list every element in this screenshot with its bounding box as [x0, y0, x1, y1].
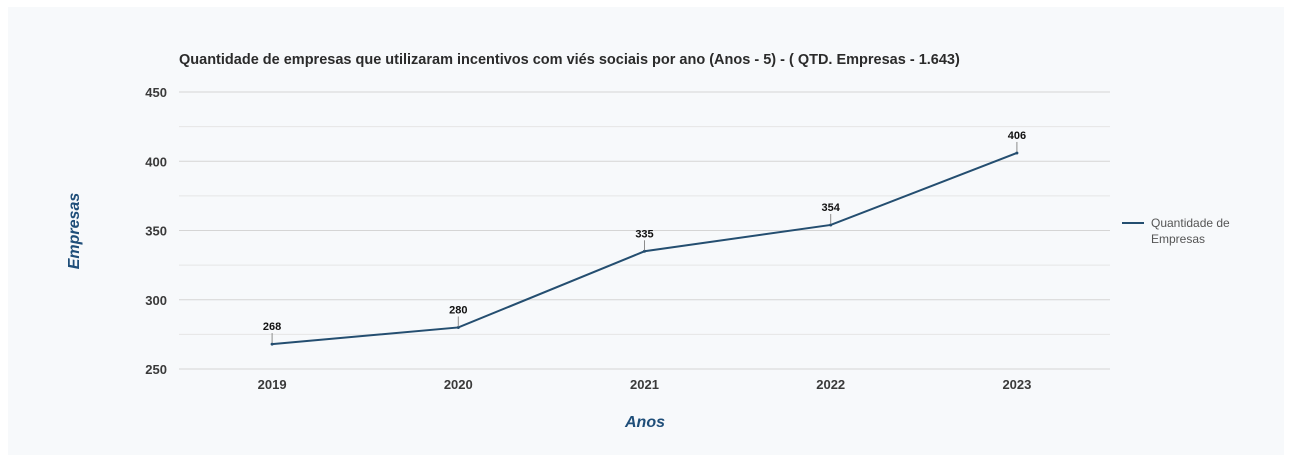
data-label: 335	[635, 228, 653, 240]
legend-swatch	[1122, 222, 1144, 224]
x-tick-label: 2022	[816, 377, 845, 392]
data-point	[829, 223, 833, 227]
data-point	[1015, 151, 1019, 155]
chart-title: Quantidade de empresas que utilizaram in…	[179, 52, 960, 68]
data-labels: 268 280 335 354 406	[263, 130, 1026, 344]
data-point	[270, 342, 274, 346]
x-axis-title: Anos	[625, 414, 665, 431]
data-point	[456, 325, 460, 329]
y-tick-label: 400	[145, 154, 167, 169]
data-label: 406	[1008, 130, 1026, 142]
legend[interactable]: Quantidade de Empresas	[1122, 215, 1246, 247]
y-tick-label: 450	[145, 85, 167, 100]
data-point	[643, 249, 646, 253]
x-tick-label: 2019	[258, 377, 287, 392]
series-layer	[270, 151, 1019, 346]
y-tick-labels: 250 300 350 400 450	[145, 85, 167, 377]
x-tick-labels: 2019 2020 2021 2022 2023	[258, 377, 1032, 392]
legend-label: Quantidade de Empresas	[1151, 216, 1230, 246]
y-tick-label: 300	[145, 293, 167, 308]
data-label: 354	[822, 202, 841, 214]
y-tick-label: 350	[145, 224, 167, 239]
x-tick-label: 2020	[444, 377, 473, 392]
x-tick-label: 2021	[630, 377, 659, 392]
data-label: 268	[263, 321, 281, 333]
x-tick-label: 2023	[1002, 377, 1031, 392]
y-tick-label: 250	[145, 362, 167, 377]
gridlines	[179, 91, 1110, 370]
data-label: 280	[449, 304, 467, 316]
